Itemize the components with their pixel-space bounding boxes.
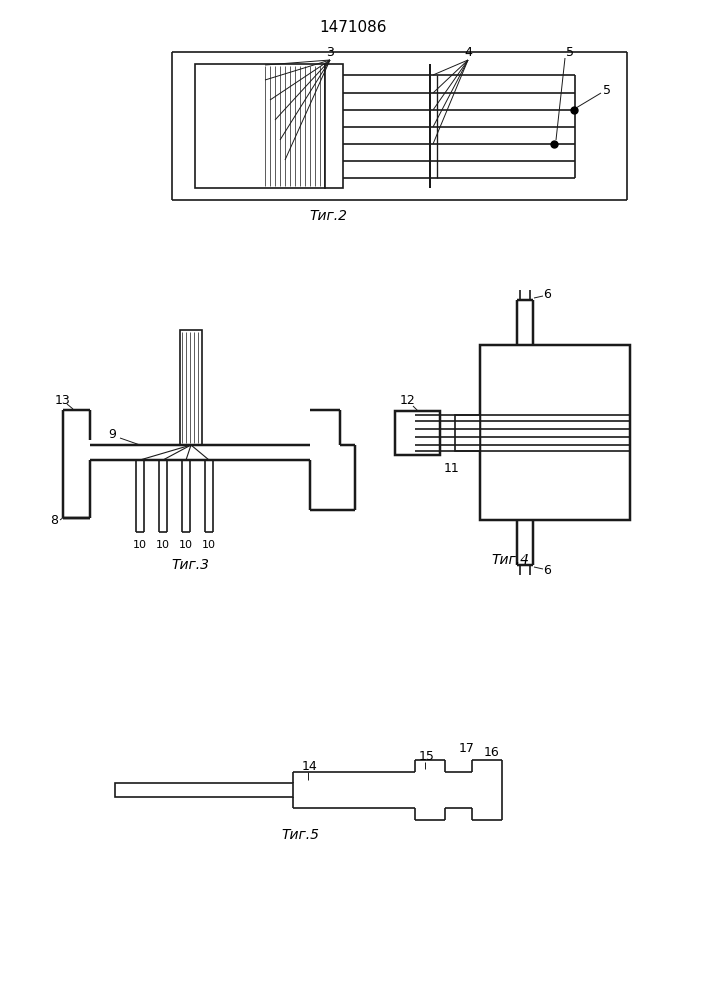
Text: Τиг.4: Τиг.4 [491, 553, 529, 567]
Text: 6: 6 [543, 288, 551, 302]
Bar [455, 415, 480, 451]
Text: Τиг.3: Τиг.3 [171, 558, 209, 572]
Text: 15: 15 [419, 750, 435, 764]
Bar [195, 64, 325, 188]
Text: 10: 10 [179, 540, 193, 550]
Text: 10: 10 [202, 540, 216, 550]
Text: 17: 17 [459, 742, 475, 754]
Text: 11: 11 [444, 462, 460, 475]
Text: 14: 14 [302, 760, 318, 774]
Text: 3: 3 [326, 46, 334, 60]
Text: 10: 10 [156, 540, 170, 550]
Text: 13: 13 [55, 393, 71, 406]
Text: 8: 8 [50, 514, 58, 526]
Text: Τиг.2: Τиг.2 [309, 209, 347, 223]
Text: 16: 16 [484, 746, 500, 758]
Bar [180, 330, 202, 445]
Text: 1471086: 1471086 [320, 20, 387, 35]
Text: 10: 10 [133, 540, 147, 550]
Bar [115, 783, 293, 797]
Text: 6: 6 [543, 564, 551, 576]
Text: 9: 9 [108, 428, 116, 440]
Text: 5: 5 [603, 84, 611, 97]
Bar [395, 411, 440, 455]
Text: 12: 12 [400, 394, 416, 408]
Text: 4: 4 [464, 46, 472, 60]
Text: Τиг.5: Τиг.5 [281, 828, 319, 842]
Bar [325, 64, 343, 188]
Bar [480, 345, 630, 520]
Text: 5: 5 [566, 46, 574, 60]
